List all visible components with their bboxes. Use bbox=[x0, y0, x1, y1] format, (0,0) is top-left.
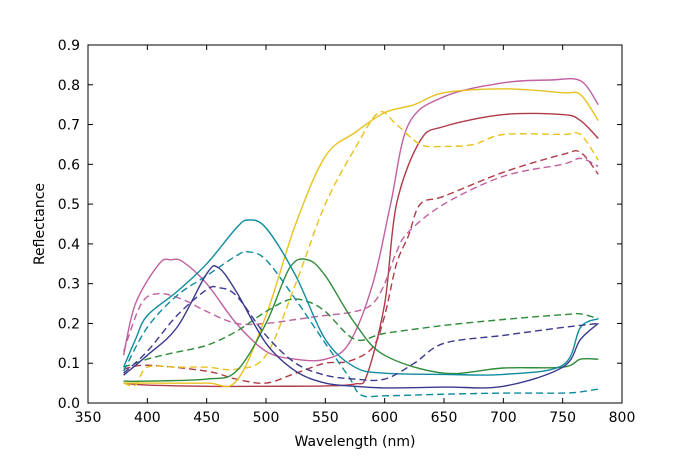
x-tick-label: 750 bbox=[549, 410, 576, 426]
x-tick-label: 350 bbox=[75, 410, 102, 426]
series-line-7 bbox=[123, 258, 599, 382]
series-line-2 bbox=[123, 150, 599, 384]
x-tick-label: 500 bbox=[253, 410, 280, 426]
series-line-9 bbox=[122, 219, 599, 376]
series-line-6 bbox=[123, 111, 599, 387]
y-tick-label: 0.7 bbox=[58, 118, 80, 134]
x-tick-label: 600 bbox=[371, 410, 398, 426]
series-line-5 bbox=[123, 88, 599, 388]
x-tick-label: 800 bbox=[609, 410, 636, 426]
y-tick-label: 0.1 bbox=[58, 356, 80, 372]
plot-frame bbox=[87, 44, 623, 404]
x-tick-label: 450 bbox=[193, 410, 220, 426]
y-tick-label: 0.9 bbox=[58, 38, 80, 54]
plot-background bbox=[88, 45, 622, 403]
x-tick-label: 550 bbox=[312, 410, 339, 426]
series-line-10 bbox=[122, 250, 599, 398]
y-tick-label: 0.3 bbox=[58, 277, 80, 293]
ticks-layer: 350 400 450 500 550 600 650 700 750 800 0.0 0.1 0.2 0… bbox=[58, 38, 636, 426]
x-tick-label: 650 bbox=[431, 410, 458, 426]
y-tick-label: 0.5 bbox=[58, 197, 80, 213]
series-line-3 bbox=[122, 77, 599, 362]
y-tick-label: 0.8 bbox=[58, 78, 80, 94]
series-line-11 bbox=[123, 265, 599, 389]
x-tick-label: 400 bbox=[134, 410, 161, 426]
y-tick-label: 0.6 bbox=[58, 157, 80, 173]
series-line-8 bbox=[123, 298, 599, 368]
series-layer bbox=[122, 77, 599, 398]
series-line-4 bbox=[122, 157, 599, 352]
x-tick-label: 700 bbox=[490, 410, 517, 426]
y-tick-label: 0.2 bbox=[58, 316, 80, 332]
y-tick-label: 0.4 bbox=[58, 237, 80, 253]
y-tick-label: 0.0 bbox=[58, 396, 80, 412]
y-axis-label: Reflectance bbox=[32, 183, 48, 265]
x-axis-label: Wavelength (nm) bbox=[295, 434, 416, 450]
